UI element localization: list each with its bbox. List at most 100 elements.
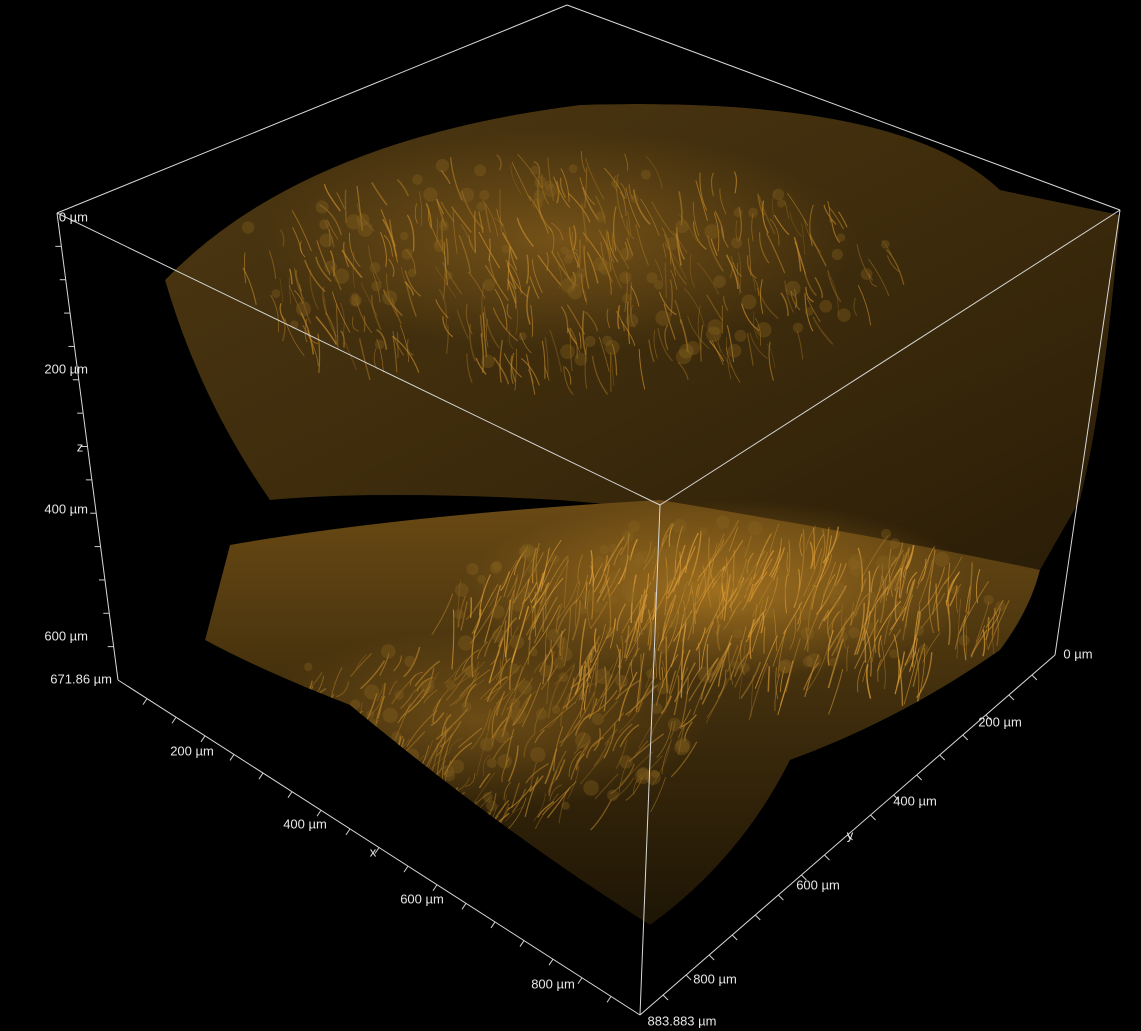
cell-body	[836, 233, 846, 242]
dendrite	[723, 610, 736, 630]
cell-body	[619, 755, 633, 769]
x-axis-labels: 200 µm 400 µm x 600 µm 800 µm	[170, 743, 575, 991]
dendrite	[687, 609, 697, 641]
dendrite	[584, 167, 588, 208]
dendrite	[916, 652, 933, 699]
dendrite	[391, 298, 402, 325]
cell-body	[271, 289, 281, 299]
cell-body	[670, 595, 679, 604]
y-tick-label: 600 µm	[796, 877, 840, 892]
dendrite	[443, 742, 473, 776]
dendrite	[590, 623, 606, 663]
cell-body	[405, 766, 414, 776]
dendrite	[506, 573, 519, 598]
dendrite	[511, 161, 531, 201]
cell-body	[715, 570, 728, 584]
cell-body	[802, 567, 814, 579]
dendrite	[455, 679, 485, 705]
cell-body	[593, 257, 608, 272]
cell-body	[640, 169, 651, 180]
cell-body	[619, 554, 632, 568]
dendrite	[982, 629, 986, 657]
dendrite	[779, 677, 790, 706]
dendrite	[285, 708, 306, 742]
x-tick-label: 200 µm	[170, 743, 214, 758]
dendrite	[675, 227, 686, 260]
dendrite	[789, 290, 798, 308]
dendrite	[574, 684, 589, 704]
cell-body	[628, 520, 641, 533]
dendrite	[673, 662, 696, 703]
dendrite	[725, 254, 739, 289]
dendrite	[717, 669, 727, 698]
cell-body	[345, 214, 362, 230]
cell-body	[324, 260, 337, 273]
dendrite	[747, 608, 767, 638]
dendrite	[664, 262, 668, 299]
dendrite	[360, 282, 378, 317]
dendrite	[846, 645, 849, 672]
dendrite	[751, 566, 781, 617]
dendrite	[751, 212, 754, 242]
dendrite	[853, 297, 858, 316]
cell-body	[608, 596, 618, 605]
dendrite	[450, 812, 471, 850]
dendrite	[490, 717, 508, 740]
dendrite	[595, 654, 620, 707]
dendrite	[815, 563, 842, 616]
dendrite	[618, 758, 630, 795]
dendrite	[407, 684, 432, 713]
dendrite	[581, 203, 588, 242]
dendrite	[632, 189, 651, 225]
dendrite	[489, 664, 522, 703]
dendrite	[658, 291, 677, 316]
cell-body	[383, 801, 399, 816]
dendrite	[623, 625, 630, 659]
dendrite	[827, 629, 834, 666]
cell-body	[547, 629, 561, 642]
dendrite	[630, 304, 636, 328]
dendrite	[991, 607, 997, 636]
dendrite	[349, 232, 361, 268]
dendrite	[336, 681, 350, 698]
dendrite	[299, 240, 306, 258]
dendrite	[591, 355, 609, 395]
dendrite	[885, 574, 888, 601]
dendrite	[629, 282, 633, 315]
dendrite	[932, 577, 950, 615]
dendrite	[687, 316, 710, 350]
dendrite	[309, 765, 329, 790]
dendrite	[300, 312, 314, 355]
dendrite	[377, 682, 386, 719]
dendrite	[711, 339, 724, 365]
cell-body	[461, 701, 472, 712]
cell-body	[356, 213, 370, 226]
cell-body	[678, 610, 693, 625]
dendrite	[486, 676, 508, 702]
dendrite	[525, 597, 544, 636]
dendrite	[696, 568, 708, 599]
dendrite	[784, 574, 788, 614]
tick	[962, 734, 969, 741]
dendrite	[806, 639, 831, 692]
cell-body	[271, 734, 281, 744]
dendrite	[311, 705, 329, 731]
cell-body	[630, 552, 645, 566]
cell-body	[704, 224, 720, 240]
dendrite	[571, 600, 581, 641]
dendrite	[621, 320, 636, 347]
dendrite	[343, 242, 350, 268]
dendrite	[763, 626, 766, 654]
dendrite	[893, 634, 900, 684]
tick	[985, 714, 992, 721]
dendrite	[706, 643, 709, 680]
cell-body	[676, 581, 690, 594]
dendrite	[375, 776, 383, 798]
dendrite	[449, 672, 480, 707]
dendrite	[282, 763, 292, 783]
dendrite	[895, 651, 918, 688]
dendrite	[453, 661, 486, 688]
cell-body	[328, 793, 343, 808]
cell-body	[476, 201, 486, 211]
